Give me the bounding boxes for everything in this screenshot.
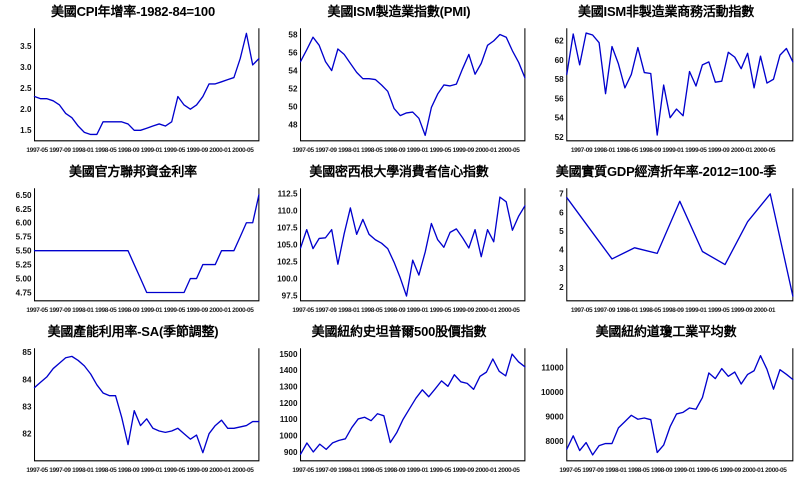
line-chart-svg: 2 3 4 5 6 7 bbox=[559, 188, 794, 302]
chart-title: 美國密西根大學消費者信心指數 bbox=[309, 164, 489, 179]
chart-panel-ism-nonmfg: 美國ISM非製造業商務活動指數 52 54 56 58 60 62 1997-09 199… bbox=[532, 0, 800, 160]
line-chart-svg: 52 54 56 58 60 62 bbox=[555, 28, 794, 142]
svg-text:900: 900 bbox=[284, 448, 298, 457]
chart-plot-area: 4.75 5.00 5.25 5.50 5.75 6.00 6.25 6.50 bbox=[0, 182, 266, 305]
x-axis-labels: 1997-05 1997-09 1998-01 1998-05 1998-09 … bbox=[570, 307, 776, 314]
line-chart-svg: 82 83 84 85 bbox=[22, 348, 260, 462]
svg-text:5.50: 5.50 bbox=[16, 246, 32, 255]
svg-text:5.75: 5.75 bbox=[16, 233, 32, 242]
svg-text:52: 52 bbox=[288, 84, 297, 93]
svg-text:56: 56 bbox=[555, 94, 564, 103]
svg-text:54: 54 bbox=[288, 66, 297, 75]
svg-text:2.0: 2.0 bbox=[20, 105, 32, 114]
svg-text:54: 54 bbox=[555, 114, 564, 123]
line-chart-svg: 48 50 52 54 56 58 bbox=[288, 28, 526, 142]
x-axis-labels: 1997-05 1997-09 1998-01 1998-05 1998-09 … bbox=[26, 467, 254, 474]
svg-text:1000: 1000 bbox=[279, 431, 297, 440]
chart-title: 美國產能利用率-SA(季節調整) bbox=[47, 324, 219, 339]
chart-panel-sp500: 美國紐約史坦普爾500股價指數 900 1000 1100 1200 1300 1400 1… bbox=[266, 320, 532, 480]
svg-text:1.5: 1.5 bbox=[20, 126, 32, 135]
chart-plot-area: 900 1000 1100 1200 1300 1400 1500 bbox=[266, 342, 532, 465]
chart-plot-area: 82 83 84 85 bbox=[0, 342, 266, 465]
chart-panel-dow-jones: 美國紐約道瓊工業平均數 8000 9000 10000 11000 1997-05 1… bbox=[532, 320, 800, 480]
chart-title: 美國CPI年增率-1982-84=100 bbox=[51, 4, 215, 19]
chart-panel-cpi-yoy: 美國CPI年增率-1982-84=100 1.5 2.0 2.5 3.0 3.5 199… bbox=[0, 0, 266, 160]
svg-text:1300: 1300 bbox=[279, 382, 297, 391]
chart-title: 美國紐約史坦普爾500股價指數 bbox=[311, 324, 487, 339]
svg-text:9000: 9000 bbox=[546, 413, 565, 422]
svg-text:58: 58 bbox=[555, 75, 564, 84]
svg-text:3: 3 bbox=[559, 264, 564, 273]
svg-text:5: 5 bbox=[559, 227, 564, 236]
line-chart-svg: 1.5 2.0 2.5 3.0 3.5 bbox=[20, 28, 260, 142]
svg-text:62: 62 bbox=[555, 37, 564, 46]
svg-text:82: 82 bbox=[22, 430, 31, 439]
svg-text:50: 50 bbox=[288, 102, 297, 111]
svg-text:11000: 11000 bbox=[541, 364, 564, 373]
svg-text:58: 58 bbox=[288, 30, 297, 39]
chart-plot-area: 97.5 100.0 102.5 105.0 107.5 110.0 112.5 bbox=[266, 182, 532, 305]
x-axis-labels: 1997-09 1998-01 1998-05 1998-09 1999-01 … bbox=[570, 147, 776, 154]
svg-text:110.0: 110.0 bbox=[278, 206, 298, 215]
x-axis-labels: 1997-05 1997-09 1998-01 1998-05 1998-09 … bbox=[292, 147, 520, 154]
x-axis-labels: 1997-05 1997-09 1998-01 1998-05 1998-09 … bbox=[292, 467, 520, 474]
svg-text:3.5: 3.5 bbox=[20, 42, 32, 51]
chart-title: 美國ISM製造業指數(PMI) bbox=[327, 4, 471, 19]
chart-panel-fed-funds-rate: 美國官方聯邦資金利率 4.75 5.00 5.25 5.50 5.75 6.00 6.25 6… bbox=[0, 160, 266, 320]
svg-text:112.5: 112.5 bbox=[278, 190, 298, 199]
svg-text:102.5: 102.5 bbox=[277, 257, 298, 266]
svg-text:84: 84 bbox=[22, 375, 31, 384]
svg-text:97.5: 97.5 bbox=[282, 291, 298, 300]
x-axis-labels: 1997-05 1997-09 1998-01 1998-05 1998-09 … bbox=[26, 147, 254, 154]
svg-text:2.5: 2.5 bbox=[20, 84, 32, 93]
chart-title: 美國ISM非製造業商務活動指數 bbox=[577, 4, 755, 19]
svg-text:4.75: 4.75 bbox=[16, 288, 32, 297]
svg-text:7: 7 bbox=[559, 190, 564, 199]
svg-text:1100: 1100 bbox=[280, 415, 298, 424]
svg-text:6: 6 bbox=[559, 208, 564, 217]
line-chart-svg: 97.5 100.0 102.5 105.0 107.5 110.0 112.5 bbox=[277, 188, 526, 302]
line-chart-svg: 900 1000 1100 1200 1300 1400 1500 bbox=[279, 348, 526, 462]
svg-text:52: 52 bbox=[555, 133, 564, 142]
chart-title: 美國實質GDP經濟折年率-2012=100-季 bbox=[555, 164, 777, 179]
svg-text:83: 83 bbox=[22, 402, 31, 411]
chart-plot-area: 2 3 4 5 6 7 bbox=[532, 182, 800, 305]
svg-text:5.00: 5.00 bbox=[16, 274, 32, 283]
svg-text:85: 85 bbox=[22, 348, 31, 357]
svg-text:1500: 1500 bbox=[279, 350, 297, 359]
chart-title: 美國官方聯邦資金利率 bbox=[68, 164, 197, 179]
chart-panel-real-gdp: 美國實質GDP經濟折年率-2012=100-季 2 3 4 5 6 7 1997-05 1… bbox=[532, 160, 800, 320]
svg-text:1400: 1400 bbox=[279, 366, 297, 375]
svg-text:48: 48 bbox=[288, 120, 297, 129]
svg-text:60: 60 bbox=[555, 56, 564, 65]
chart-title: 美國紐約道瓊工業平均數 bbox=[595, 324, 737, 339]
svg-text:56: 56 bbox=[288, 48, 297, 57]
x-axis-labels: 1997-05 1997-09 1998-01 1998-05 1998-09 … bbox=[559, 467, 787, 474]
svg-text:2: 2 bbox=[559, 283, 564, 292]
svg-text:107.5: 107.5 bbox=[277, 223, 298, 232]
svg-text:6.00: 6.00 bbox=[16, 219, 32, 228]
svg-text:105.0: 105.0 bbox=[277, 240, 298, 249]
chart-plot-area: 8000 9000 10000 11000 bbox=[532, 342, 800, 465]
chart-plot-area: 52 54 56 58 60 62 bbox=[532, 22, 800, 145]
svg-text:1200: 1200 bbox=[279, 399, 297, 408]
chart-plot-area: 1.5 2.0 2.5 3.0 3.5 bbox=[0, 22, 266, 145]
svg-text:6.50: 6.50 bbox=[16, 191, 32, 200]
chart-panel-capacity-utilization: 美國產能利用率-SA(季節調整) 82 83 84 85 1997-05 1997-0… bbox=[0, 320, 266, 480]
svg-text:10000: 10000 bbox=[541, 388, 564, 397]
chart-panel-ism-pmi: 美國ISM製造業指數(PMI) 48 50 52 54 56 58 1997-05 199… bbox=[266, 0, 532, 160]
svg-text:5.25: 5.25 bbox=[16, 260, 32, 269]
svg-text:8000: 8000 bbox=[546, 437, 565, 446]
chart-plot-area: 48 50 52 54 56 58 bbox=[266, 22, 532, 145]
x-axis-labels: 1997-05 1997-09 1998-01 1998-05 1998-09 … bbox=[26, 307, 254, 314]
line-chart-svg: 4.75 5.00 5.25 5.50 5.75 6.00 6.25 6.50 bbox=[16, 188, 260, 302]
x-axis-labels: 1997-05 1997-09 1998-01 1998-05 1998-09 … bbox=[292, 307, 520, 314]
chart-panel-umich-sentiment: 美國密西根大學消費者信心指數 97.5 100.0 102.5 105.0 107.5 1… bbox=[266, 160, 532, 320]
svg-text:4: 4 bbox=[559, 246, 564, 255]
svg-text:6.25: 6.25 bbox=[16, 205, 32, 214]
line-chart-svg: 8000 9000 10000 11000 bbox=[541, 348, 794, 462]
svg-text:3.0: 3.0 bbox=[20, 63, 32, 72]
svg-text:100.0: 100.0 bbox=[277, 274, 298, 283]
